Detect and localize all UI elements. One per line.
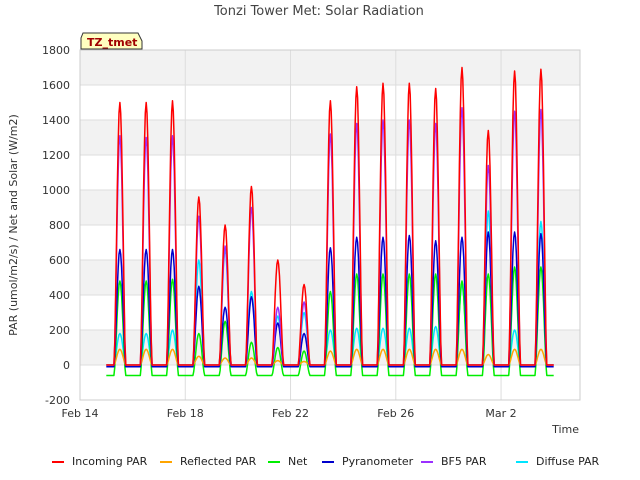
grid-band — [80, 365, 580, 400]
legend-label: Reflected PAR — [180, 455, 257, 468]
y-tick-label: -200 — [45, 394, 70, 407]
legend-label: Incoming PAR — [72, 455, 148, 468]
series-line-reflected-par — [106, 348, 554, 366]
x-tick-label: Feb 22 — [272, 407, 309, 420]
chart-title: Tonzi Tower Met: Solar Radiation — [213, 4, 424, 19]
x-tick-label: Feb 14 — [62, 407, 99, 420]
grid-band — [80, 155, 580, 190]
legend: Incoming PAR Reflected PAR Net Pyranometer B… — [52, 455, 600, 468]
y-tick-label: 1600 — [42, 79, 70, 92]
y-tick-label: 200 — [49, 324, 70, 337]
series-line-incoming-par — [106, 66, 554, 366]
y-axis-ticks: -200 0 200 400 600 800 1000 1200 1400 1600 1800 — [42, 44, 70, 407]
x-tick-label: Feb 18 — [167, 407, 204, 420]
legend-item-net: Net — [268, 455, 308, 468]
series-layer — [106, 66, 554, 377]
y-axis-label: PAR (umol/m2/s) / Net and Solar (W/m2) — [7, 114, 20, 336]
legend-label: Diffuse PAR — [536, 455, 600, 468]
grid-band — [80, 295, 580, 330]
x-axis-label: Time — [551, 423, 579, 436]
legend-item-bf5-par: BF5 PAR — [421, 455, 487, 468]
y-tick-label: 0 — [63, 359, 70, 372]
legend-label: Pyranometer — [342, 455, 414, 468]
y-tick-label: 1200 — [42, 149, 70, 162]
legend-item-incoming-par: Incoming PAR — [52, 455, 148, 468]
legend-label: BF5 PAR — [441, 455, 487, 468]
annotation-label: TZ_tmet — [87, 36, 137, 49]
grid-band — [80, 50, 580, 85]
x-tick-label: Mar 2 — [485, 407, 516, 420]
plot-frame — [79, 49, 581, 401]
legend-item-reflected-par: Reflected PAR — [160, 455, 257, 468]
y-tick-label: 1000 — [42, 184, 70, 197]
y-tick-label: 600 — [49, 254, 70, 267]
y-tick-label: 400 — [49, 289, 70, 302]
y-tick-label: 1800 — [42, 44, 70, 57]
legend-label: Net — [288, 455, 308, 468]
x-tick-label: Feb 26 — [377, 407, 414, 420]
legend-item-diffuse-par: Diffuse PAR — [516, 455, 600, 468]
legend-item-pyranometer: Pyranometer — [322, 455, 414, 468]
grid-band — [80, 190, 580, 225]
y-tick-label: 800 — [49, 219, 70, 232]
grid-band — [80, 260, 580, 295]
y-tick-label: 1400 — [42, 114, 70, 127]
grid-band — [80, 330, 580, 365]
x-axis-ticks: Feb 14 Feb 18 Feb 22 Feb 26 Mar 2 — [62, 407, 517, 420]
tz-tmet-annotation: TZ_tmet — [80, 32, 143, 50]
